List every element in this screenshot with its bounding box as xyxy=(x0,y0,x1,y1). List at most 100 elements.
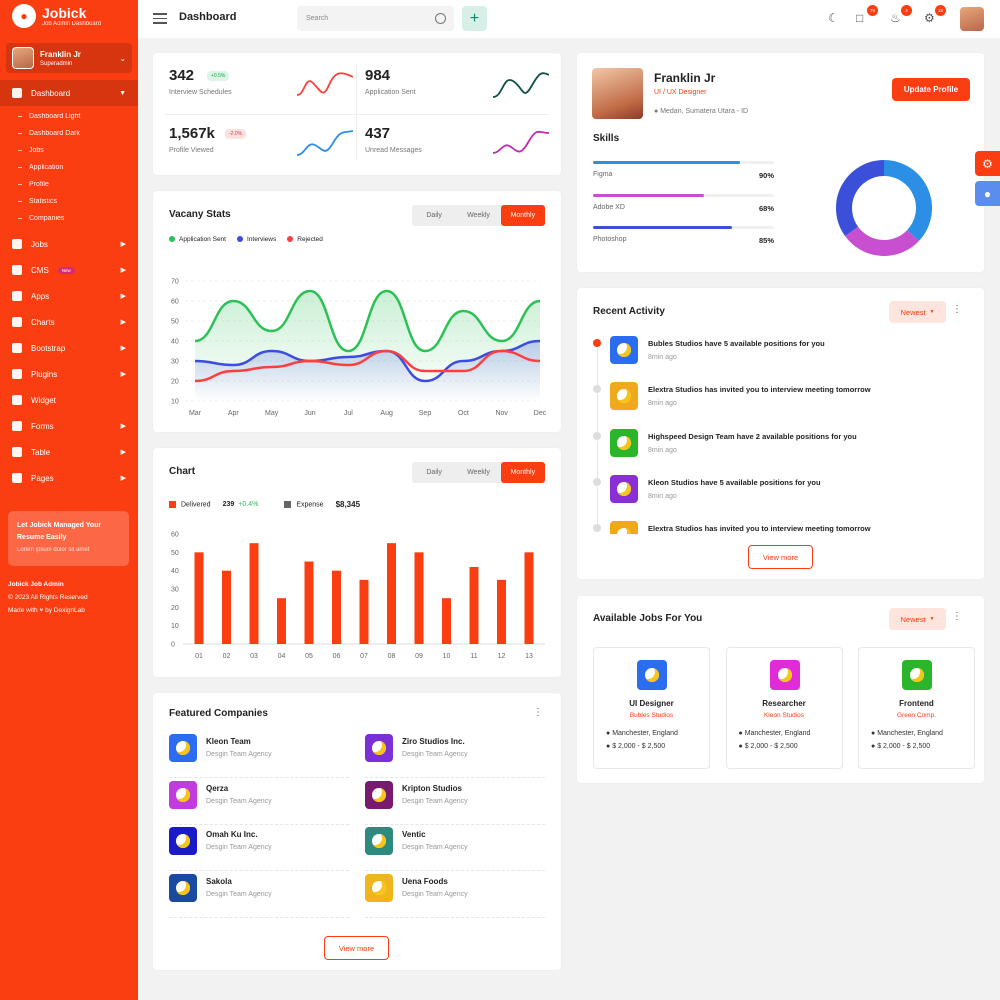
bar[interactable] xyxy=(442,598,451,644)
search-input[interactable]: Search xyxy=(297,6,454,31)
tab-daily[interactable]: Daily xyxy=(426,469,442,476)
bar[interactable] xyxy=(222,570,231,644)
bar[interactable] xyxy=(332,570,341,644)
tab-monthly[interactable]: Monthly xyxy=(500,205,545,226)
sidebar-item-pages[interactable]: Pages ▶ xyxy=(0,465,138,491)
filter-dropdown[interactable]: Newest ▼ xyxy=(889,608,946,630)
bar[interactable] xyxy=(277,598,286,644)
settings-tab[interactable]: ⚙ xyxy=(975,151,1000,176)
y-tick-label: 10 xyxy=(171,399,179,406)
sub-item-application[interactable]: Application xyxy=(0,159,138,176)
company-item[interactable]: Ziro Studios Inc. Desgin Team Agency xyxy=(365,732,545,778)
bar[interactable] xyxy=(497,579,506,644)
moon-icon[interactable]: ☾ xyxy=(828,11,839,25)
job-location-text: Manchester, England xyxy=(877,730,943,737)
donut-slice xyxy=(836,160,885,237)
timeline-line xyxy=(596,348,598,388)
x-tick-label: Dec xyxy=(534,410,547,417)
sidebar-item-plugins[interactable]: Plugins ▶ xyxy=(0,361,138,387)
more-icon[interactable]: ⋮ xyxy=(952,611,962,622)
company-item[interactable]: Ventic Desgin Team Agency xyxy=(365,825,545,871)
sidebar-item-cms[interactable]: CMS New ▶ xyxy=(0,257,138,283)
company-item[interactable]: Omah Ku Inc. Desgin Team Agency xyxy=(169,825,349,871)
tab-daily[interactable]: Daily xyxy=(426,212,442,219)
chat-icon[interactable]: □ 76 xyxy=(856,5,878,25)
bar[interactable] xyxy=(359,579,369,644)
job-card[interactable]: Researcher Kleon Studios ● Manchester, Eng… xyxy=(725,647,843,769)
tab-monthly[interactable]: Monthly xyxy=(500,462,545,483)
sidebar-item-apps[interactable]: Apps ▶ xyxy=(0,283,138,309)
hamburger-icon[interactable] xyxy=(153,13,167,24)
company-item[interactable]: Uena Foods Desgin Team Agency xyxy=(365,872,545,918)
bar[interactable] xyxy=(249,543,259,644)
bell-icon[interactable]: ♨ 4 xyxy=(890,5,912,25)
sidebar-item-jobs[interactable]: Jobs ▶ xyxy=(0,231,138,257)
sidebar-item-bootstrap[interactable]: Bootstrap ▶ xyxy=(0,335,138,361)
add-button[interactable]: + xyxy=(462,6,487,31)
skill-item: Photoshop 85% xyxy=(593,226,774,245)
update-profile-button[interactable]: Update Profile xyxy=(892,78,970,101)
skills-donut xyxy=(836,160,932,256)
bar[interactable] xyxy=(387,543,396,644)
sub-item-jobs[interactable]: Jobs xyxy=(0,142,138,159)
featured-companies-card: Featured Companies ⋮ Kleon Team Desgin Te… xyxy=(153,693,561,970)
sub-item-statistics[interactable]: Statistics xyxy=(0,193,138,210)
sidebar-item-dashboard[interactable]: Dashboard ▼ xyxy=(0,80,138,106)
more-icon[interactable]: ⋮ xyxy=(952,304,962,315)
bar[interactable] xyxy=(469,567,479,644)
theme-tab[interactable]: ● xyxy=(975,181,1000,206)
company-item[interactable]: Kripton Studios Desgin Team Agency xyxy=(365,779,545,825)
stat-label: Interview Schedules xyxy=(169,89,232,96)
tab-weekly[interactable]: Weekly xyxy=(467,212,490,219)
bar[interactable] xyxy=(194,552,204,644)
user-menu[interactable]: Franklin Jr Superadmin ⌄ xyxy=(6,43,132,73)
avatar[interactable] xyxy=(960,7,984,31)
company-name: Ventic xyxy=(402,830,426,839)
activity-item[interactable]: Elextra Studios has invited you to inter… xyxy=(593,382,969,435)
filter-dropdown[interactable]: Newest ▼ xyxy=(889,301,946,323)
x-tick-label: 09 xyxy=(415,653,423,660)
job-title: UI Designer xyxy=(629,699,674,708)
bar[interactable] xyxy=(414,552,424,644)
tab-weekly[interactable]: Weekly xyxy=(467,469,490,476)
bar[interactable] xyxy=(304,561,314,645)
x-tick-label: Apr xyxy=(228,410,240,417)
job-location: ● Manchester, England xyxy=(871,730,943,737)
app-logo[interactable]: ● Jobick Job Admin Dashboard xyxy=(12,4,101,28)
sidebar-item-widget[interactable]: Widget xyxy=(0,387,138,413)
search-icon[interactable] xyxy=(435,13,446,24)
sub-item-dashboard-light[interactable]: Dashboard Light xyxy=(0,108,138,125)
sub-item-profile[interactable]: Profile xyxy=(0,176,138,193)
legend-label: Interviews xyxy=(246,236,277,243)
company-item[interactable]: Sakola Desgin Team Agency xyxy=(169,872,349,918)
company-item[interactable]: Kleon Team Desgin Team Agency xyxy=(169,732,349,778)
sub-item-companies[interactable]: Companies xyxy=(0,210,138,227)
skill-value: 85% xyxy=(758,236,774,245)
legend-label: Rejected xyxy=(297,236,323,243)
chart-legend: Application Sent Interviews Rejected xyxy=(169,236,323,243)
sidebar-item-charts[interactable]: Charts ▶ xyxy=(0,309,138,335)
view-more-button[interactable]: View more xyxy=(748,545,813,569)
view-more-button[interactable]: View more xyxy=(324,936,389,960)
x-tick-label: 13 xyxy=(525,653,533,660)
timeline-line xyxy=(596,394,598,435)
y-tick-label: 70 xyxy=(171,279,179,286)
company-name: Sakola xyxy=(206,876,232,886)
bar[interactable] xyxy=(524,552,534,644)
activity-item[interactable]: Elextra Studios has invited you to inter… xyxy=(593,521,969,534)
skills-title: Skills xyxy=(593,133,620,144)
job-card[interactable]: UI Designer Bubles Studios ● Manchester, E… xyxy=(593,647,710,769)
activity-item[interactable]: Bubles Studios have 5 available position… xyxy=(593,336,969,388)
sidebar-item-table[interactable]: Table ▶ xyxy=(0,439,138,465)
activity-item[interactable]: Kleon Studios have 5 available positions… xyxy=(593,474,969,527)
sparkline xyxy=(297,72,353,96)
activity-logo xyxy=(610,428,638,457)
sub-item-dashboard-dark[interactable]: Dashboard Dark xyxy=(0,125,138,142)
sparkline xyxy=(493,72,549,98)
gear-icon[interactable]: ⚙ 15 xyxy=(924,5,946,25)
more-icon[interactable]: ⋮ xyxy=(533,707,543,718)
activity-item[interactable]: Highspeed Design Team have 2 available p… xyxy=(593,428,969,481)
job-card[interactable]: Frontend Green Comp. ● Manchester, England… xyxy=(858,647,975,769)
company-item[interactable]: Qerza Desgin Team Agency xyxy=(169,779,349,825)
sidebar-item-forms[interactable]: Forms ▶ xyxy=(0,413,138,439)
